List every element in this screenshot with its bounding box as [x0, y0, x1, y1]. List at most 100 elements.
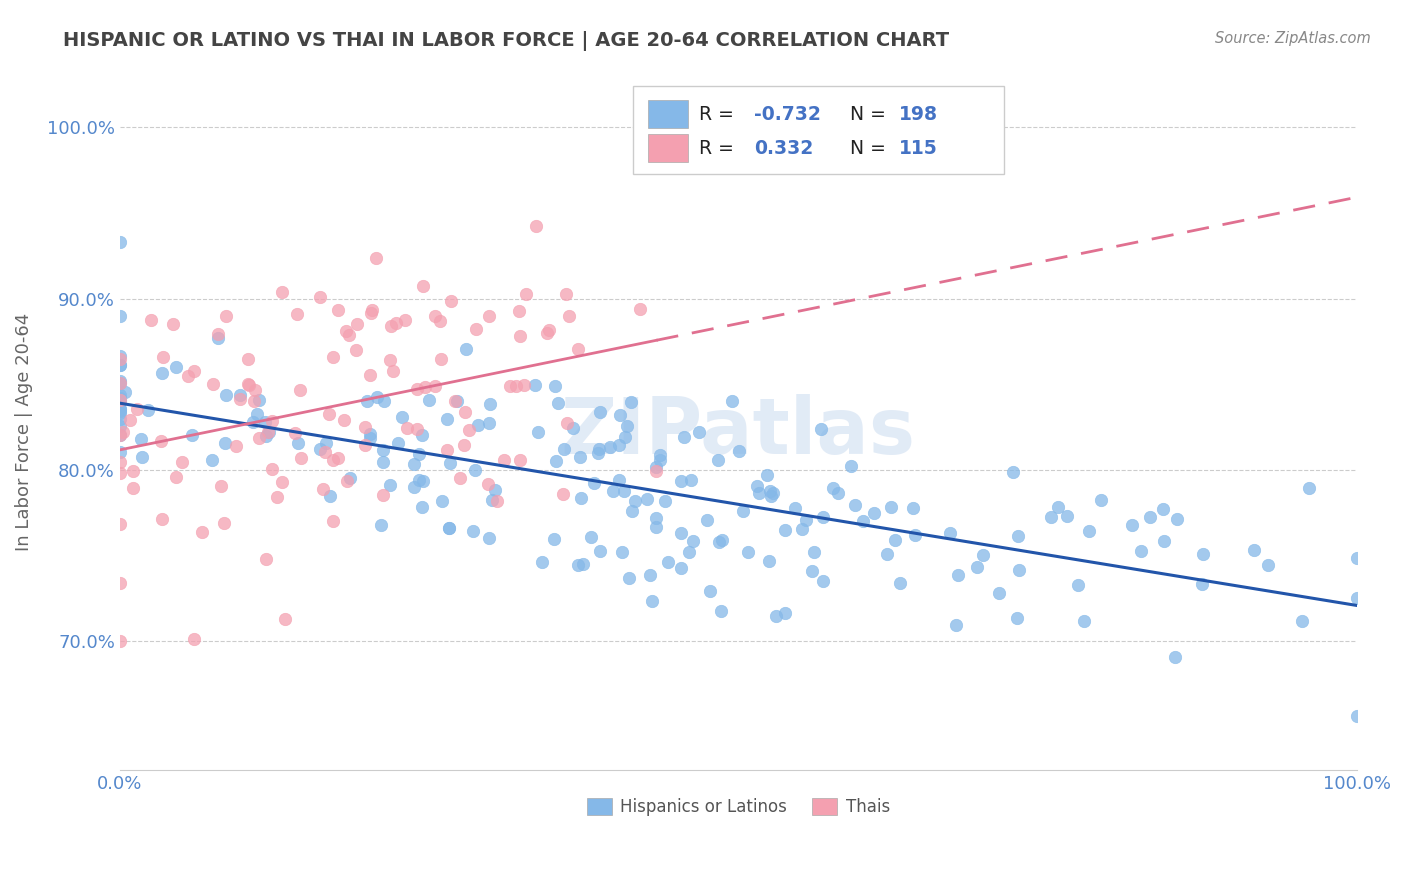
- Point: [215, 388, 238, 402]
- Point: [285, 307, 308, 321]
- Point: [721, 394, 744, 409]
- Point: [378, 352, 401, 367]
- Point: [354, 420, 377, 434]
- Point: [360, 306, 382, 320]
- Point: [515, 287, 537, 301]
- Point: [150, 512, 173, 526]
- Point: [748, 486, 770, 500]
- Point: [180, 427, 202, 442]
- Point: [1056, 509, 1078, 524]
- Point: [120, 413, 142, 427]
- Point: [245, 383, 267, 397]
- Point: [523, 378, 546, 392]
- Point: [364, 251, 387, 265]
- Point: [589, 544, 612, 558]
- Point: [477, 477, 499, 491]
- Point: [620, 503, 643, 517]
- Point: [762, 486, 785, 500]
- Point: [270, 285, 292, 299]
- Point: [457, 423, 479, 437]
- Point: [679, 473, 702, 487]
- Point: [485, 494, 508, 508]
- Point: [710, 533, 733, 548]
- Point: [370, 517, 392, 532]
- Point: [162, 317, 184, 331]
- Point: [238, 377, 260, 392]
- Point: [260, 462, 283, 476]
- Point: [509, 452, 531, 467]
- Point: [335, 324, 357, 338]
- Point: [1243, 542, 1265, 557]
- Point: [380, 478, 402, 492]
- Point: [238, 377, 260, 392]
- Point: [508, 304, 530, 318]
- Point: [322, 514, 344, 528]
- Point: [315, 435, 337, 450]
- Point: [492, 453, 515, 467]
- Point: [412, 279, 434, 293]
- Point: [108, 427, 131, 442]
- FancyBboxPatch shape: [648, 134, 688, 162]
- Point: [322, 350, 344, 364]
- Point: [524, 219, 547, 233]
- Point: [876, 548, 898, 562]
- Point: [610, 545, 633, 559]
- Point: [108, 393, 131, 408]
- Point: [880, 500, 903, 514]
- Point: [190, 525, 212, 540]
- Point: [412, 474, 434, 488]
- Point: [586, 446, 609, 460]
- Point: [794, 513, 817, 527]
- Point: [402, 480, 425, 494]
- Point: [207, 330, 229, 344]
- Point: [318, 407, 340, 421]
- Point: [108, 454, 131, 468]
- Point: [108, 351, 131, 366]
- Point: [309, 442, 332, 457]
- Point: [405, 422, 427, 436]
- Point: [555, 286, 578, 301]
- Point: [966, 560, 988, 574]
- Point: [408, 447, 430, 461]
- Point: [499, 379, 522, 393]
- Point: [620, 394, 643, 409]
- Point: [636, 491, 658, 506]
- Point: [616, 419, 638, 434]
- Point: [505, 378, 527, 392]
- Point: [254, 551, 277, 566]
- Point: [800, 565, 823, 579]
- Point: [1153, 533, 1175, 548]
- Point: [696, 513, 718, 527]
- Point: [108, 376, 131, 391]
- Point: [567, 558, 589, 572]
- Point: [1163, 650, 1185, 665]
- FancyBboxPatch shape: [633, 87, 1004, 175]
- Point: [122, 464, 145, 478]
- Point: [607, 438, 630, 452]
- Point: [108, 428, 131, 442]
- Point: [555, 416, 578, 430]
- Point: [903, 501, 925, 516]
- Point: [862, 506, 884, 520]
- Point: [201, 376, 224, 391]
- Point: [543, 379, 565, 393]
- Point: [569, 491, 592, 506]
- Point: [108, 576, 131, 591]
- Point: [1130, 543, 1153, 558]
- Point: [543, 532, 565, 546]
- Point: [453, 438, 475, 452]
- Point: [207, 326, 229, 341]
- Point: [484, 483, 506, 497]
- Point: [247, 430, 270, 444]
- Point: [509, 329, 531, 343]
- Point: [287, 435, 309, 450]
- Point: [648, 453, 671, 467]
- Point: [827, 485, 849, 500]
- Point: [149, 434, 172, 448]
- Point: [1040, 510, 1063, 524]
- Point: [290, 451, 312, 466]
- Point: [755, 467, 778, 482]
- FancyBboxPatch shape: [648, 100, 688, 128]
- Text: N =: N =: [849, 104, 891, 124]
- Point: [773, 523, 796, 537]
